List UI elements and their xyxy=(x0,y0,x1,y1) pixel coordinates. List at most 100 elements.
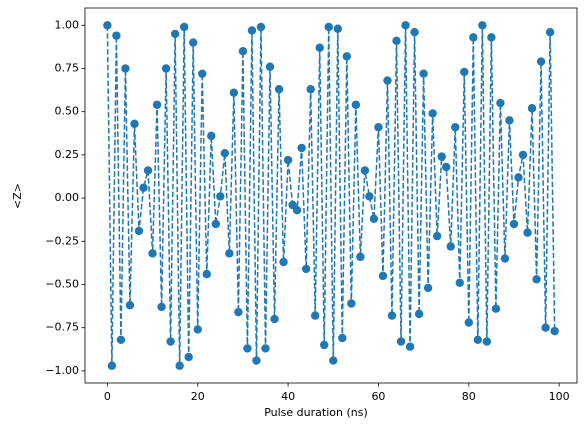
data-point xyxy=(432,231,442,241)
data-point xyxy=(107,361,117,370)
data-point xyxy=(297,143,306,153)
data-point xyxy=(265,62,275,71)
data-point xyxy=(455,278,464,287)
y-tick-label: −0.75 xyxy=(45,321,79,334)
data-point xyxy=(369,214,379,224)
data-point xyxy=(374,123,383,132)
data-point xyxy=(405,342,415,351)
data-point xyxy=(116,335,126,344)
data-point xyxy=(175,361,184,370)
data-point xyxy=(487,33,496,42)
data-point xyxy=(306,85,315,94)
data-point xyxy=(184,352,193,362)
data-point xyxy=(152,100,162,109)
data-point xyxy=(292,205,302,215)
data-point xyxy=(130,119,139,128)
data-point xyxy=(112,31,121,40)
data-point xyxy=(451,123,460,132)
data-point xyxy=(338,333,347,343)
y-tick-label: −0.50 xyxy=(45,277,79,290)
data-point xyxy=(365,192,374,201)
data-point xyxy=(356,252,365,262)
data-point xyxy=(532,275,541,284)
data-point xyxy=(139,183,148,192)
data-point xyxy=(170,29,180,39)
data-point xyxy=(514,173,523,182)
data-point xyxy=(143,166,153,175)
data-point xyxy=(496,98,505,108)
x-tick-label: 60 xyxy=(371,390,385,403)
y-tick-label: 0.50 xyxy=(55,105,80,118)
data-point xyxy=(437,152,446,161)
data-point xyxy=(333,24,342,33)
data-point xyxy=(378,271,388,281)
data-point xyxy=(134,226,144,236)
data-point xyxy=(383,76,392,85)
y-tick-label: −1.00 xyxy=(45,364,79,377)
data-point xyxy=(410,27,419,37)
data-point xyxy=(320,340,329,350)
data-point xyxy=(238,47,248,56)
data-point xyxy=(310,311,320,320)
data-point xyxy=(243,344,252,353)
data-point xyxy=(189,38,198,47)
data-point xyxy=(315,43,324,52)
data-point xyxy=(198,69,207,78)
data-point xyxy=(283,155,293,165)
data-point xyxy=(157,302,166,312)
y-tick-label: 1.00 xyxy=(55,18,80,31)
y-tick-label: 0.00 xyxy=(55,191,80,204)
data-point xyxy=(179,22,189,32)
x-tick-label: 40 xyxy=(281,390,295,403)
data-point xyxy=(256,22,266,32)
data-point xyxy=(103,21,112,30)
data-point xyxy=(270,314,279,324)
y-tick-label: 0.75 xyxy=(55,61,80,74)
data-point xyxy=(523,228,532,237)
y-tick-label: 0.25 xyxy=(55,148,80,161)
data-point xyxy=(274,85,284,94)
x-tick-label: 80 xyxy=(462,390,476,403)
x-tick-label: 100 xyxy=(549,390,570,403)
data-point xyxy=(301,264,311,274)
data-point xyxy=(414,309,424,319)
data-point xyxy=(216,192,225,201)
axes-frame xyxy=(84,7,578,384)
data-point xyxy=(279,257,288,267)
data-point xyxy=(207,131,216,141)
data-point xyxy=(148,249,157,258)
data-point xyxy=(428,109,437,118)
data-point xyxy=(166,337,175,346)
data-point xyxy=(360,166,370,175)
data-point xyxy=(550,326,559,336)
data-point xyxy=(464,318,473,327)
data-point xyxy=(460,67,469,77)
data-point xyxy=(211,219,220,229)
data-point xyxy=(121,64,130,73)
data-point xyxy=(342,52,352,61)
data-point xyxy=(252,356,261,365)
data-point xyxy=(505,116,514,125)
data-point xyxy=(401,21,410,30)
data-point xyxy=(469,33,478,42)
data-point xyxy=(423,283,433,293)
data-point xyxy=(161,64,171,73)
x-axis-label: Pulse duration (ns) xyxy=(264,406,368,419)
data-point xyxy=(527,104,537,113)
data-point xyxy=(234,307,243,317)
y-tick-label: −0.25 xyxy=(45,234,79,247)
data-point xyxy=(225,249,234,258)
data-point xyxy=(125,301,135,310)
data-point xyxy=(478,21,487,30)
data-point xyxy=(482,337,492,346)
data-point xyxy=(509,219,519,229)
data-point xyxy=(202,269,211,279)
data-point xyxy=(500,254,510,263)
data-point xyxy=(220,148,230,158)
data-point xyxy=(261,344,270,353)
data-point xyxy=(329,356,338,365)
data-point xyxy=(541,323,550,332)
x-tick-label: 0 xyxy=(104,390,111,403)
